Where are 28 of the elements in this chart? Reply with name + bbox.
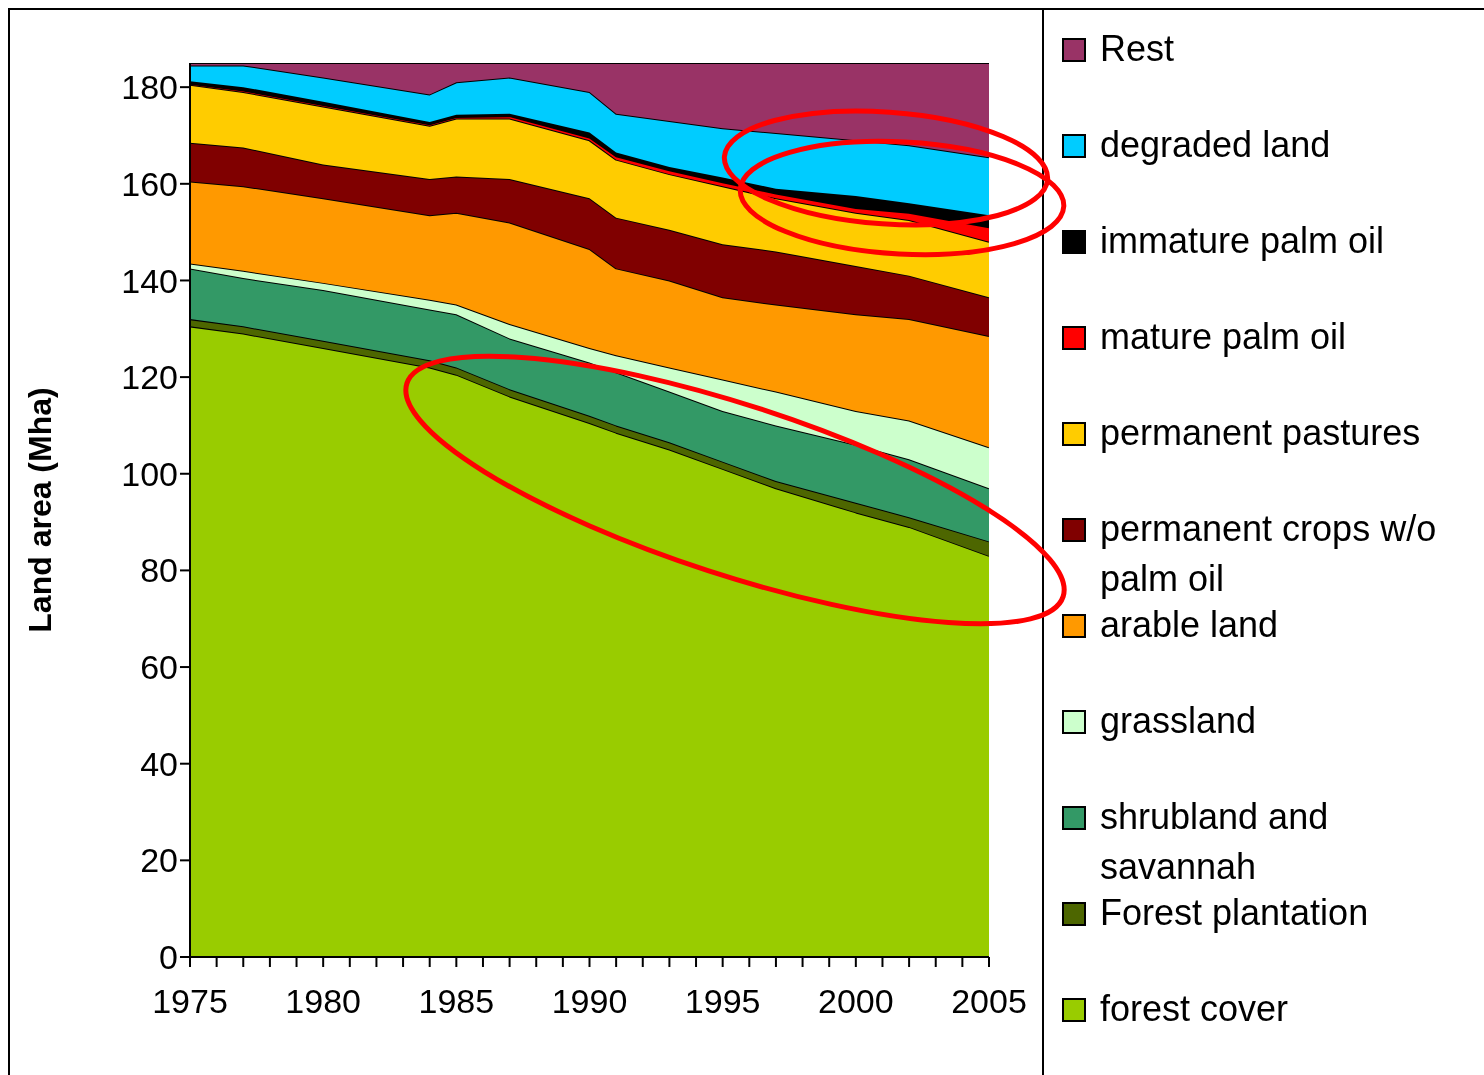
x-tick-label: 1980 [285, 982, 361, 1021]
x-tick-label: 1975 [152, 982, 228, 1021]
y-tick-label: 180 [121, 68, 178, 107]
x-tick-label: 1985 [418, 982, 495, 1021]
legend-label: Forest plantation [1100, 891, 1369, 935]
legend-label: mature palm oil [1100, 315, 1347, 359]
y-tick-label: 100 [121, 454, 178, 493]
y-tick-label: 40 [140, 744, 178, 783]
legend-label: degraded land [1100, 123, 1331, 167]
legend-label: immature palm oil [1100, 219, 1385, 263]
legend-label: grassland [1100, 699, 1257, 743]
x-tick-label: 2005 [951, 982, 1027, 1021]
y-tick-label: 140 [121, 261, 178, 300]
y-tick-label: 80 [140, 551, 178, 590]
y-tick-label: 0 [159, 938, 178, 977]
y-axis-title: Land area (Mha) [22, 387, 59, 633]
legend-label: Rest [1100, 27, 1175, 71]
y-tick-label: 160 [121, 164, 178, 203]
legend-label: shrubland and savannah [1100, 795, 1330, 889]
legend-label: arable land [1100, 603, 1279, 647]
y-tick-label: 60 [140, 648, 178, 687]
x-tick-label: 1990 [551, 982, 628, 1021]
x-tick-label: 1995 [684, 982, 761, 1021]
legend-label: forest cover [1100, 987, 1289, 1031]
legend-label: permanent pastures [1100, 411, 1421, 455]
y-tick-label: 120 [121, 358, 178, 397]
y-tick-label: 20 [140, 841, 178, 880]
x-tick-label: 2000 [818, 982, 894, 1021]
